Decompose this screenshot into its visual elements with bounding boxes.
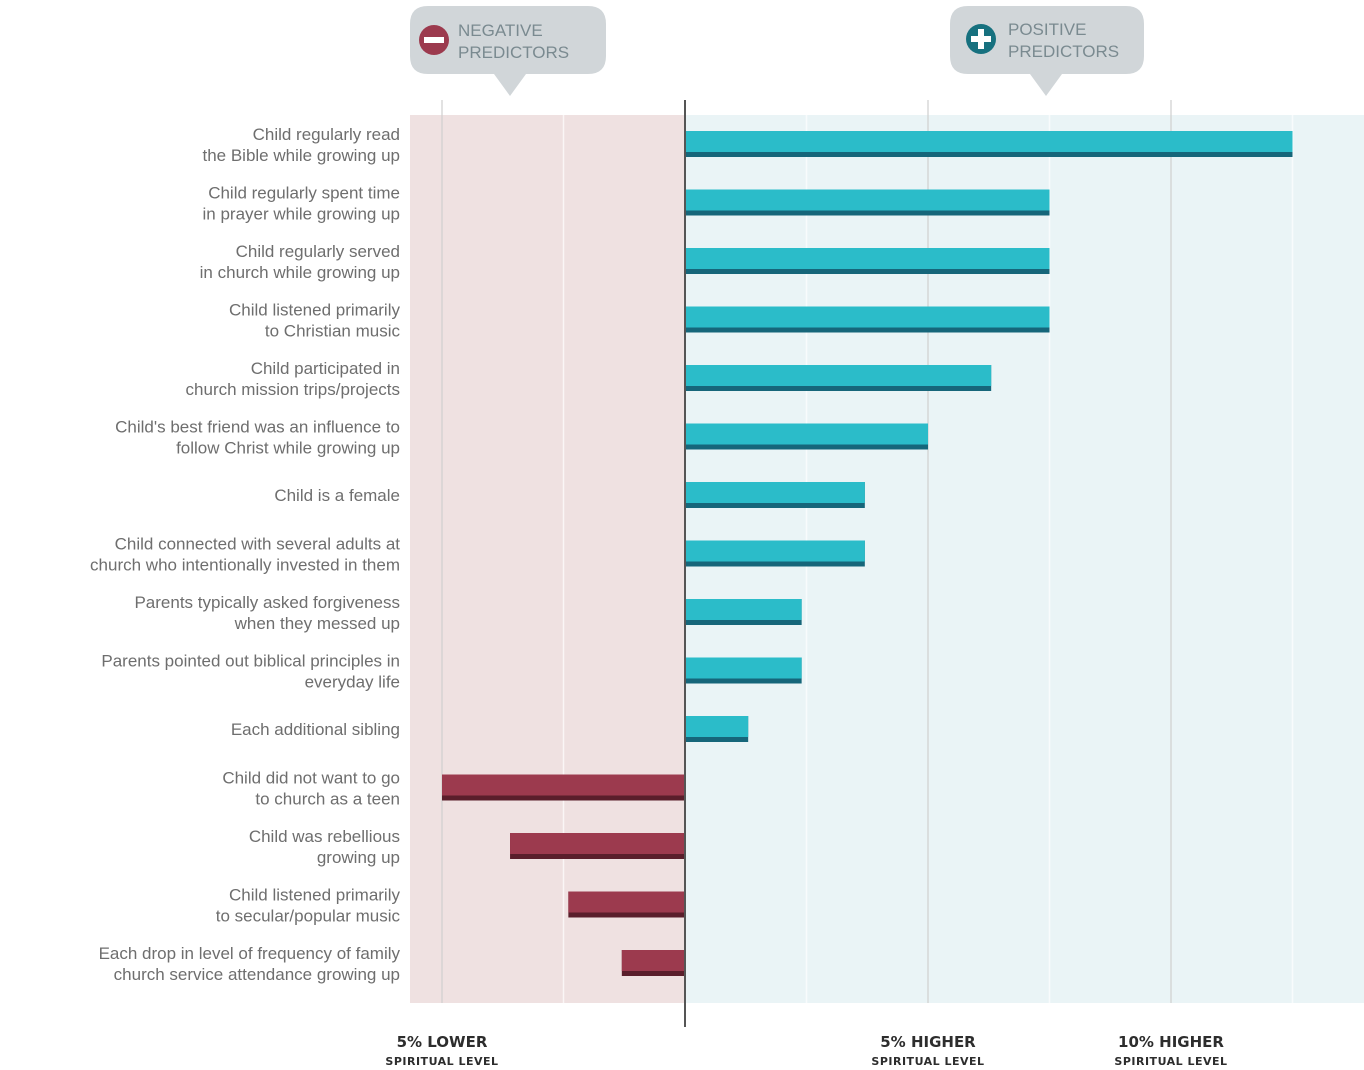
category-label: church mission trips/projects	[186, 380, 400, 399]
positive-bar	[685, 365, 992, 386]
negative-bar	[621, 950, 685, 971]
x-tick-sublabel: SPIRITUAL LEVEL	[385, 1055, 498, 1068]
category-labels: Child regularly read the Bible while grow…	[90, 125, 400, 984]
positive-bar	[685, 657, 802, 679]
category-label: Child regularly spent time	[208, 184, 400, 203]
positive-bar	[685, 716, 749, 737]
positive-bar	[685, 423, 928, 445]
negative-bar	[568, 891, 685, 913]
positive-predictors-badge: POSITIVE PREDICTORS	[950, 6, 1144, 96]
category-label: Parents pointed out biblical principles …	[101, 652, 400, 671]
x-tick-label: 10% HIGHER	[1118, 1033, 1224, 1051]
x-tick-labels: 5% LOWER SPIRITUAL LEVEL 5% HIGHER SPIRITUA…	[385, 1033, 1227, 1068]
minus-circle-icon	[419, 25, 449, 55]
negative-badge-line2: PREDICTORS	[458, 43, 569, 62]
category-label: Child did not want to go	[222, 769, 400, 788]
positive-bar	[685, 599, 802, 620]
category-label: Each drop in level of frequency of famil…	[99, 944, 401, 963]
category-label: when they messed up	[234, 614, 400, 633]
positive-bar	[685, 482, 865, 503]
category-label: Child connected with several adults at	[115, 535, 401, 554]
category-label: in church while growing up	[200, 263, 400, 282]
bars	[442, 131, 1293, 976]
category-label: follow Christ while growing up	[176, 439, 400, 458]
category-label: growing up	[317, 848, 400, 867]
category-label: in prayer while growing up	[203, 205, 401, 224]
positive-badge-line2: PREDICTORS	[1008, 42, 1119, 61]
category-label: Child listened primarily	[229, 301, 401, 320]
negative-badge-shape	[410, 6, 606, 96]
category-label: Child was rebellious	[249, 827, 400, 846]
category-label: everyday life	[305, 673, 400, 692]
positive-bar	[685, 306, 1050, 328]
positive-bar	[685, 248, 1050, 269]
category-label: Child listened primarily	[229, 886, 401, 905]
category-label: Child is a female	[274, 486, 400, 505]
negative-predictors-badge: NEGATIVE PREDICTORS	[410, 6, 606, 96]
negative-panel	[410, 115, 685, 1003]
positive-bar	[685, 540, 865, 562]
category-label: Child's best friend was an influence to	[115, 418, 400, 437]
category-label: to church as a teen	[255, 790, 400, 809]
category-label: church service attendance growing up	[114, 965, 400, 984]
positive-badge-shape	[950, 6, 1144, 96]
positive-badge-line1: POSITIVE	[1008, 20, 1086, 39]
x-tick-sublabel: SPIRITUAL LEVEL	[871, 1055, 984, 1068]
category-label: church who intentionally invested in the…	[90, 556, 400, 575]
positive-bar	[685, 189, 1050, 211]
category-label: to Christian music	[265, 322, 401, 341]
category-label: Parents typically asked forgiveness	[134, 593, 400, 612]
category-label: Child regularly served	[236, 242, 400, 261]
category-label: Each additional sibling	[231, 720, 400, 739]
x-tick-label: 5% HIGHER	[880, 1033, 976, 1051]
category-label: Child participated in	[251, 359, 400, 378]
positive-bar	[685, 131, 1293, 152]
negative-bar	[442, 774, 685, 796]
x-tick-label: 5% LOWER	[397, 1033, 488, 1051]
category-label: to secular/popular music	[216, 907, 401, 926]
category-label: the Bible while growing up	[202, 146, 400, 165]
x-tick-sublabel: SPIRITUAL LEVEL	[1114, 1055, 1227, 1068]
negative-bar	[510, 833, 685, 854]
category-label: Child regularly read	[253, 125, 400, 144]
negative-badge-line1: NEGATIVE	[458, 21, 543, 40]
plus-circle-icon	[966, 24, 996, 54]
